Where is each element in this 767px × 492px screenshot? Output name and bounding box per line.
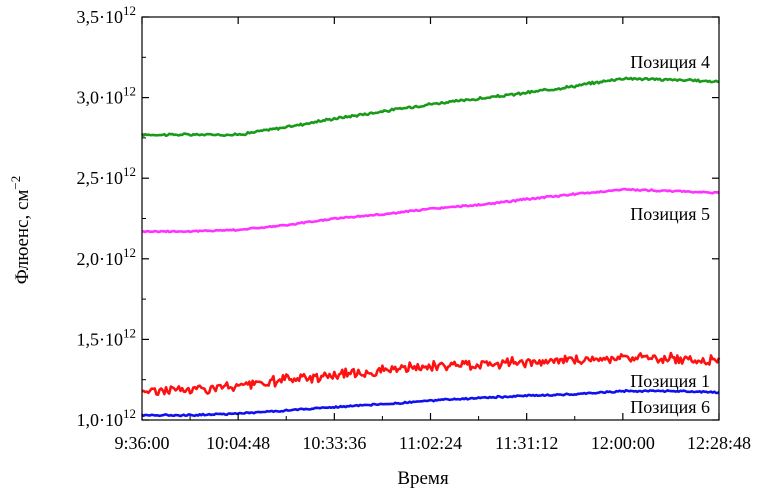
x-tick-label: 11:02:24 [399,433,462,453]
series-label: Позиция 6 [630,397,710,417]
y-tick-label: 1,0·1012 [77,406,137,430]
y-tick-label: 3,0·1012 [77,84,137,108]
series-label: Позиция 4 [630,52,710,72]
series-label: Позиция 5 [630,204,710,224]
x-tick-label: 10:33:36 [302,433,366,453]
y-tick-label: 3,5·1012 [77,3,137,27]
x-tick-label: 11:31:12 [495,433,558,453]
x-tick-label: 12:00:00 [591,433,655,453]
x-tick-label: 9:36:00 [114,433,169,453]
series-label: Позиция 1 [630,371,710,391]
chart-labels-group: 9:36:00 10:04:48 10:33:36 11:02:24 11:31:12 1… [77,3,752,453]
series-line [142,78,719,136]
x-tick-label: 10:04:48 [206,433,270,453]
x-axis-label: Время [397,468,449,489]
y-tick-label: 1,5·1012 [77,325,137,349]
y-axis-label-exponent: −2 [8,176,23,190]
y-tick-label: 2,5·1012 [77,164,137,188]
y-tick-label: 2,0·1012 [77,245,137,269]
y-axis-label: Флюенс, см−2 [8,176,33,285]
plot-series-group [142,78,719,416]
x-tick-label: 12:28:48 [687,433,751,453]
y-axis-label-text: Флюенс, см [12,190,33,285]
